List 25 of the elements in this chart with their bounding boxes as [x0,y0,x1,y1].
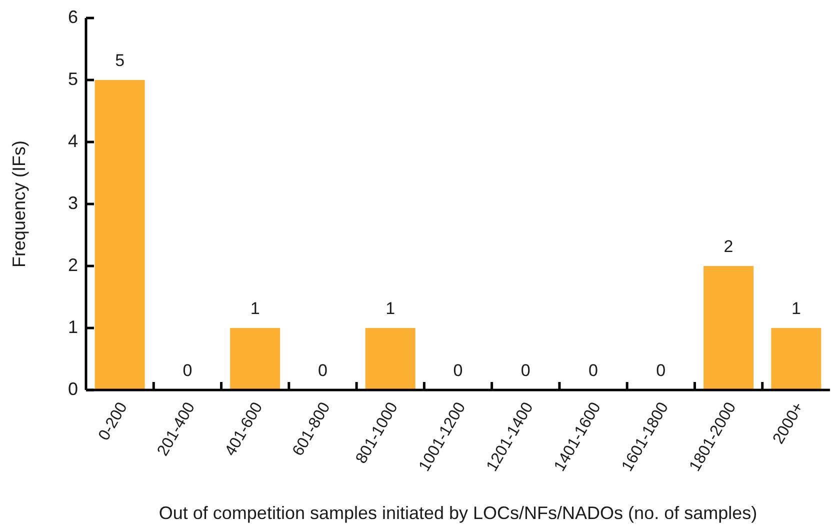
data-label: 0 [520,361,530,380]
bar [365,328,416,390]
data-label: 0 [318,361,328,380]
data-label: 5 [115,51,125,70]
data-label: 1 [386,299,396,318]
x-axis-title: Out of competition samples initiated by LOCs/NFs/NADOs (no. of samples) [158,503,758,523]
data-label: 0 [182,361,192,380]
data-label: 1 [250,299,260,318]
data-label: 2 [724,237,734,256]
y-tick-label: 6 [68,6,78,27]
y-tick-label: 4 [68,130,78,151]
y-tick-label: 2 [68,254,78,275]
y-tick-label: 0 [68,378,78,399]
y-tick-label: 3 [68,192,78,213]
y-tick-label: 5 [68,68,78,89]
bar [94,80,145,390]
data-label: 0 [453,361,463,380]
y-tick-label: 1 [68,316,78,337]
data-label: 0 [588,361,598,380]
data-label: 1 [791,299,801,318]
y-axis-title: Frequency (IFs) [8,140,29,268]
bar [771,328,822,390]
bar [230,328,280,390]
data-label: 0 [656,361,666,380]
bar [704,266,754,390]
